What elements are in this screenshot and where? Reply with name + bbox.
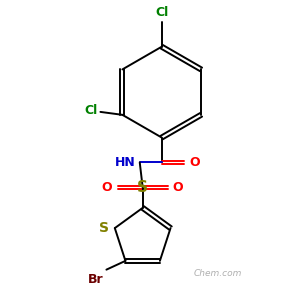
Text: O: O <box>102 181 112 194</box>
Text: S: S <box>137 180 148 195</box>
Text: S: S <box>99 221 109 235</box>
Text: Br: Br <box>88 273 103 286</box>
Text: O: O <box>173 181 184 194</box>
Text: Cl: Cl <box>84 104 98 117</box>
Text: HN: HN <box>115 156 135 169</box>
Text: Chem.com: Chem.com <box>193 269 242 278</box>
Text: Cl: Cl <box>155 6 168 19</box>
Text: O: O <box>189 156 200 169</box>
